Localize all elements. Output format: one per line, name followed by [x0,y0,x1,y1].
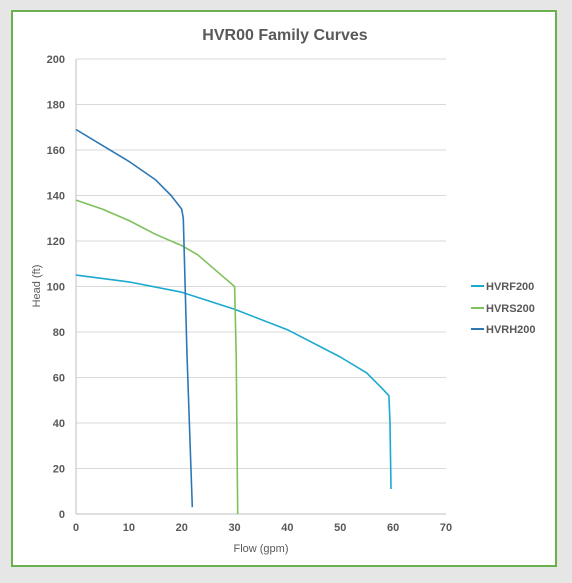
x-tick-label: 20 [176,522,188,534]
y-axis-label: Head (ft) [31,265,43,308]
y-tick-label: 80 [53,327,65,339]
y-tick-label: 160 [47,145,65,157]
y-tick-label: 100 [47,282,65,294]
series-line [75,274,392,490]
legend-label: HVRF200 [486,281,534,293]
chart-frame [11,10,557,567]
x-tick-label: 30 [228,522,240,534]
y-tick-label: 180 [47,100,65,112]
legend: HVRF200 HVRS200 HVRH200 [471,281,536,336]
y-tick-label: 20 [53,464,65,476]
x-tick-label: 70 [440,522,452,534]
y-tick-label: 120 [47,236,65,248]
x-tick-labels: 0 10 20 30 40 50 60 70 [73,522,452,534]
legend-label: HVRH200 [486,324,536,336]
y-tick-label: 40 [53,418,65,430]
x-tick-label: 0 [73,522,79,534]
y-tick-labels: 0 20 40 60 80 100 120 140 160 180 200 [47,54,65,521]
y-tick-label: 200 [47,54,65,66]
axes [75,59,446,515]
x-tick-label: 40 [281,522,293,534]
y-tick-label: 140 [47,191,65,203]
x-tick-label: 10 [123,522,135,534]
series-lines [75,128,392,515]
y-tick-label: 0 [59,509,65,521]
legend-label: HVRS200 [486,303,535,315]
series-line [75,199,239,515]
chart-title: HVR00 Family Curves [202,27,368,44]
y-tick-label: 60 [53,373,65,385]
gridlines [76,58,446,469]
x-tick-label: 60 [387,522,399,534]
x-axis-label: Flow (gpm) [233,543,288,555]
series-line [75,128,194,508]
x-tick-label: 50 [334,522,346,534]
